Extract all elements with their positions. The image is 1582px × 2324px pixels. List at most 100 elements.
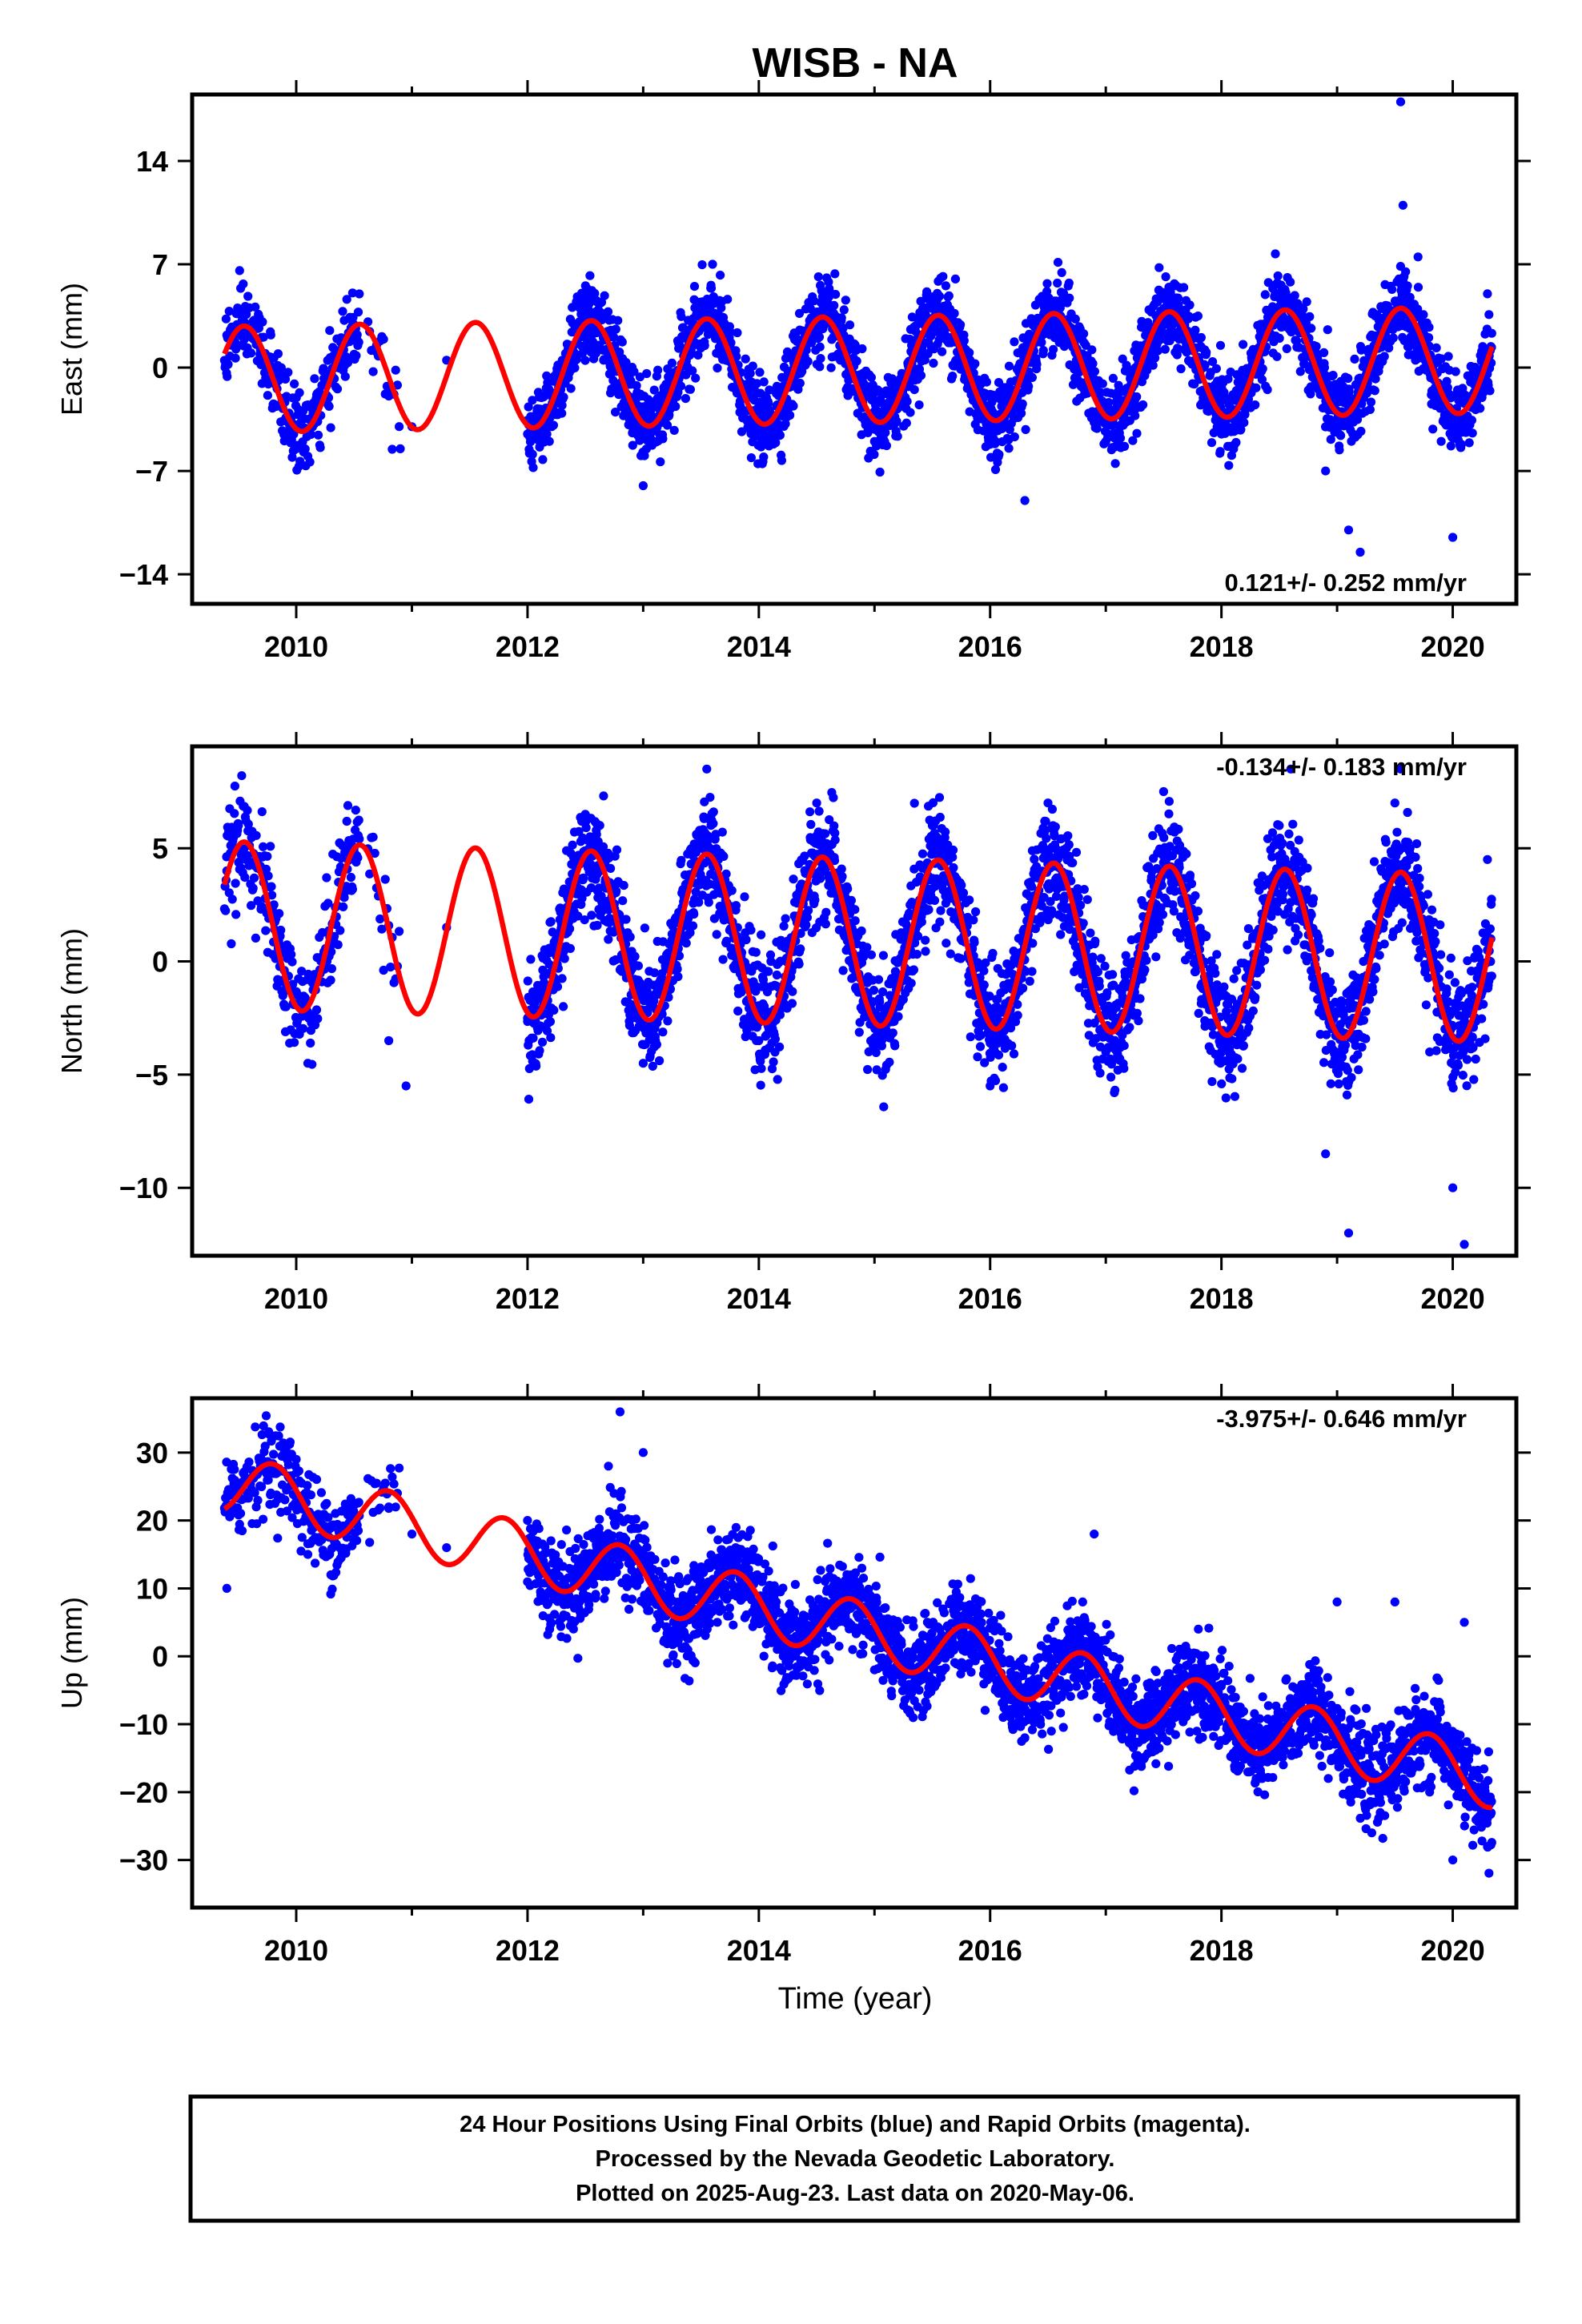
data-point (333, 940, 343, 950)
data-point (280, 374, 291, 384)
data-point (570, 363, 580, 372)
y-tick-label: 0 (152, 352, 168, 384)
data-point (1037, 337, 1046, 348)
data-point (632, 381, 641, 391)
data-point (1057, 267, 1066, 277)
data-point (628, 440, 637, 450)
data-point (733, 328, 742, 338)
data-point (612, 845, 622, 854)
data-point (934, 292, 945, 301)
data-point (1428, 424, 1438, 434)
data-point (239, 279, 248, 289)
data-point (1413, 304, 1423, 314)
data-point (267, 891, 277, 900)
data-point (716, 271, 725, 280)
data-point (355, 289, 364, 299)
data-point (669, 425, 679, 436)
data-point (801, 920, 811, 930)
data-point (1018, 399, 1027, 408)
data-point (300, 444, 310, 454)
data-point (1251, 383, 1261, 392)
plot-area-east (219, 97, 1496, 557)
data-point (740, 892, 749, 902)
data-point-outlier (869, 436, 879, 446)
data-point (1010, 432, 1019, 442)
data-point (815, 362, 825, 372)
data-point (1485, 386, 1495, 396)
data-point (311, 1005, 322, 1015)
data-point (560, 954, 569, 963)
data-point (825, 815, 834, 825)
data-point (850, 916, 860, 926)
data-point (719, 851, 729, 861)
data-point (1273, 271, 1283, 281)
data-point (300, 993, 310, 1003)
data-point (532, 1061, 541, 1071)
data-point (959, 336, 969, 346)
data-point (611, 324, 620, 334)
data-point (745, 368, 755, 378)
data-point (1476, 404, 1485, 413)
data-point (658, 434, 668, 444)
data-point (1098, 379, 1107, 388)
data-point (653, 365, 663, 375)
data-point (276, 925, 286, 935)
data-point-outlier (1436, 436, 1446, 446)
data-point (982, 377, 991, 387)
data-point (697, 260, 707, 270)
data-point (338, 307, 347, 316)
x-tick-label: 2018 (1190, 630, 1254, 663)
data-point (1079, 329, 1089, 339)
data-point (752, 379, 762, 388)
x-tick-label: 2012 (496, 630, 560, 663)
data-point (258, 317, 267, 327)
data-point (630, 951, 640, 961)
data-point (332, 384, 343, 394)
data-point (948, 372, 958, 381)
data-point (276, 363, 286, 372)
data-point (770, 1034, 781, 1044)
data-point (642, 986, 652, 995)
data-point (1468, 428, 1477, 438)
data-point (1130, 411, 1140, 420)
data-point (890, 1041, 900, 1051)
data-point (916, 371, 926, 380)
data-point (1239, 418, 1249, 428)
data-point (906, 979, 916, 988)
data-point (347, 288, 357, 298)
data-point (700, 858, 709, 868)
data-point (1387, 284, 1397, 294)
data-point (368, 832, 378, 842)
data-point (709, 807, 718, 817)
data-point (594, 883, 604, 893)
data-point (649, 996, 659, 1006)
data-point (1173, 344, 1182, 353)
data-point (757, 930, 766, 939)
data-point (224, 307, 234, 316)
data-point (306, 429, 315, 440)
data-point (642, 368, 652, 379)
data-point-outlier (754, 429, 764, 439)
data-point (924, 905, 934, 915)
data-point (624, 1020, 635, 1030)
data-point (829, 856, 840, 866)
data-point (826, 363, 836, 372)
data-point (379, 965, 388, 975)
data-point (327, 947, 336, 957)
data-point (1053, 258, 1063, 267)
data-point (656, 457, 665, 467)
y-tick-label: 14 (136, 145, 168, 178)
data-point (846, 895, 856, 905)
data-point (263, 391, 272, 400)
data-point (1090, 367, 1099, 376)
data-point (652, 1039, 662, 1049)
data-point (230, 782, 239, 791)
data-point (816, 354, 825, 364)
y-tick-label: −7 (135, 455, 168, 488)
data-point (674, 951, 685, 961)
data-point (617, 337, 627, 347)
data-point (1282, 344, 1291, 353)
data-point (688, 366, 697, 376)
data-point (235, 266, 244, 275)
data-point (1344, 387, 1354, 396)
